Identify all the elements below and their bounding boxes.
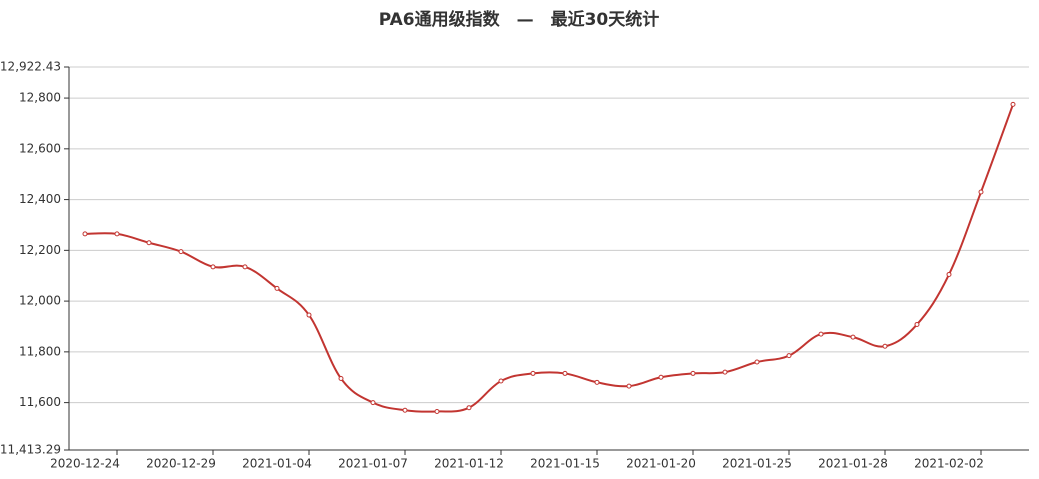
y-tick-label: 12,000 (19, 294, 61, 308)
y-tick-label: 12,200 (19, 243, 61, 257)
point (626, 383, 632, 389)
point (466, 405, 472, 411)
point (946, 271, 952, 277)
x-tick-label: 2021-01-28 (818, 457, 888, 471)
point (562, 370, 568, 376)
chart-title: PA6通用级指数 — 最近30天统计 (379, 9, 660, 30)
x-tick-label: 2020-12-29 (146, 457, 216, 471)
y-tick-label: 12,800 (19, 91, 61, 105)
point (82, 231, 88, 237)
line (84, 104, 1014, 413)
point (178, 249, 184, 255)
point (690, 370, 696, 376)
y-tick-label: 12,600 (19, 141, 61, 155)
point (818, 331, 824, 337)
x-tick-label: 2020-12-24 (50, 457, 120, 471)
x-tick-label: 2021-01-12 (434, 457, 504, 471)
x-tick-label: 2021-02-02 (914, 457, 984, 471)
point (306, 312, 312, 318)
y-tick-label: 11,800 (19, 344, 61, 358)
point (370, 400, 376, 406)
point (722, 369, 728, 375)
point (338, 376, 344, 382)
x-tick-label: 2021-01-25 (722, 457, 792, 471)
point (594, 379, 600, 385)
y-tick-label: 11,600 (19, 395, 61, 409)
x-tick-label: 2021-01-07 (338, 457, 408, 471)
point (498, 378, 504, 384)
point (978, 189, 984, 195)
point (658, 374, 664, 380)
point (274, 285, 280, 291)
x-tick-label: 2021-01-04 (242, 457, 312, 471)
point (850, 334, 856, 340)
y-tick-label: 12,400 (19, 192, 61, 206)
point (786, 353, 792, 359)
point (114, 231, 120, 237)
x-tick-label: 2021-01-20 (626, 457, 696, 471)
point (530, 370, 536, 376)
point (754, 359, 760, 365)
point (242, 264, 248, 270)
point (1010, 101, 1016, 107)
point (882, 343, 888, 349)
point (146, 240, 152, 246)
y-tick-label: 11,413.29 (0, 443, 61, 457)
point (402, 407, 408, 413)
point (914, 321, 920, 327)
point (210, 264, 216, 270)
point (434, 408, 440, 414)
y-tick-label: 12,922.43 (0, 60, 61, 74)
x-tick-label: 2021-01-15 (530, 457, 600, 471)
